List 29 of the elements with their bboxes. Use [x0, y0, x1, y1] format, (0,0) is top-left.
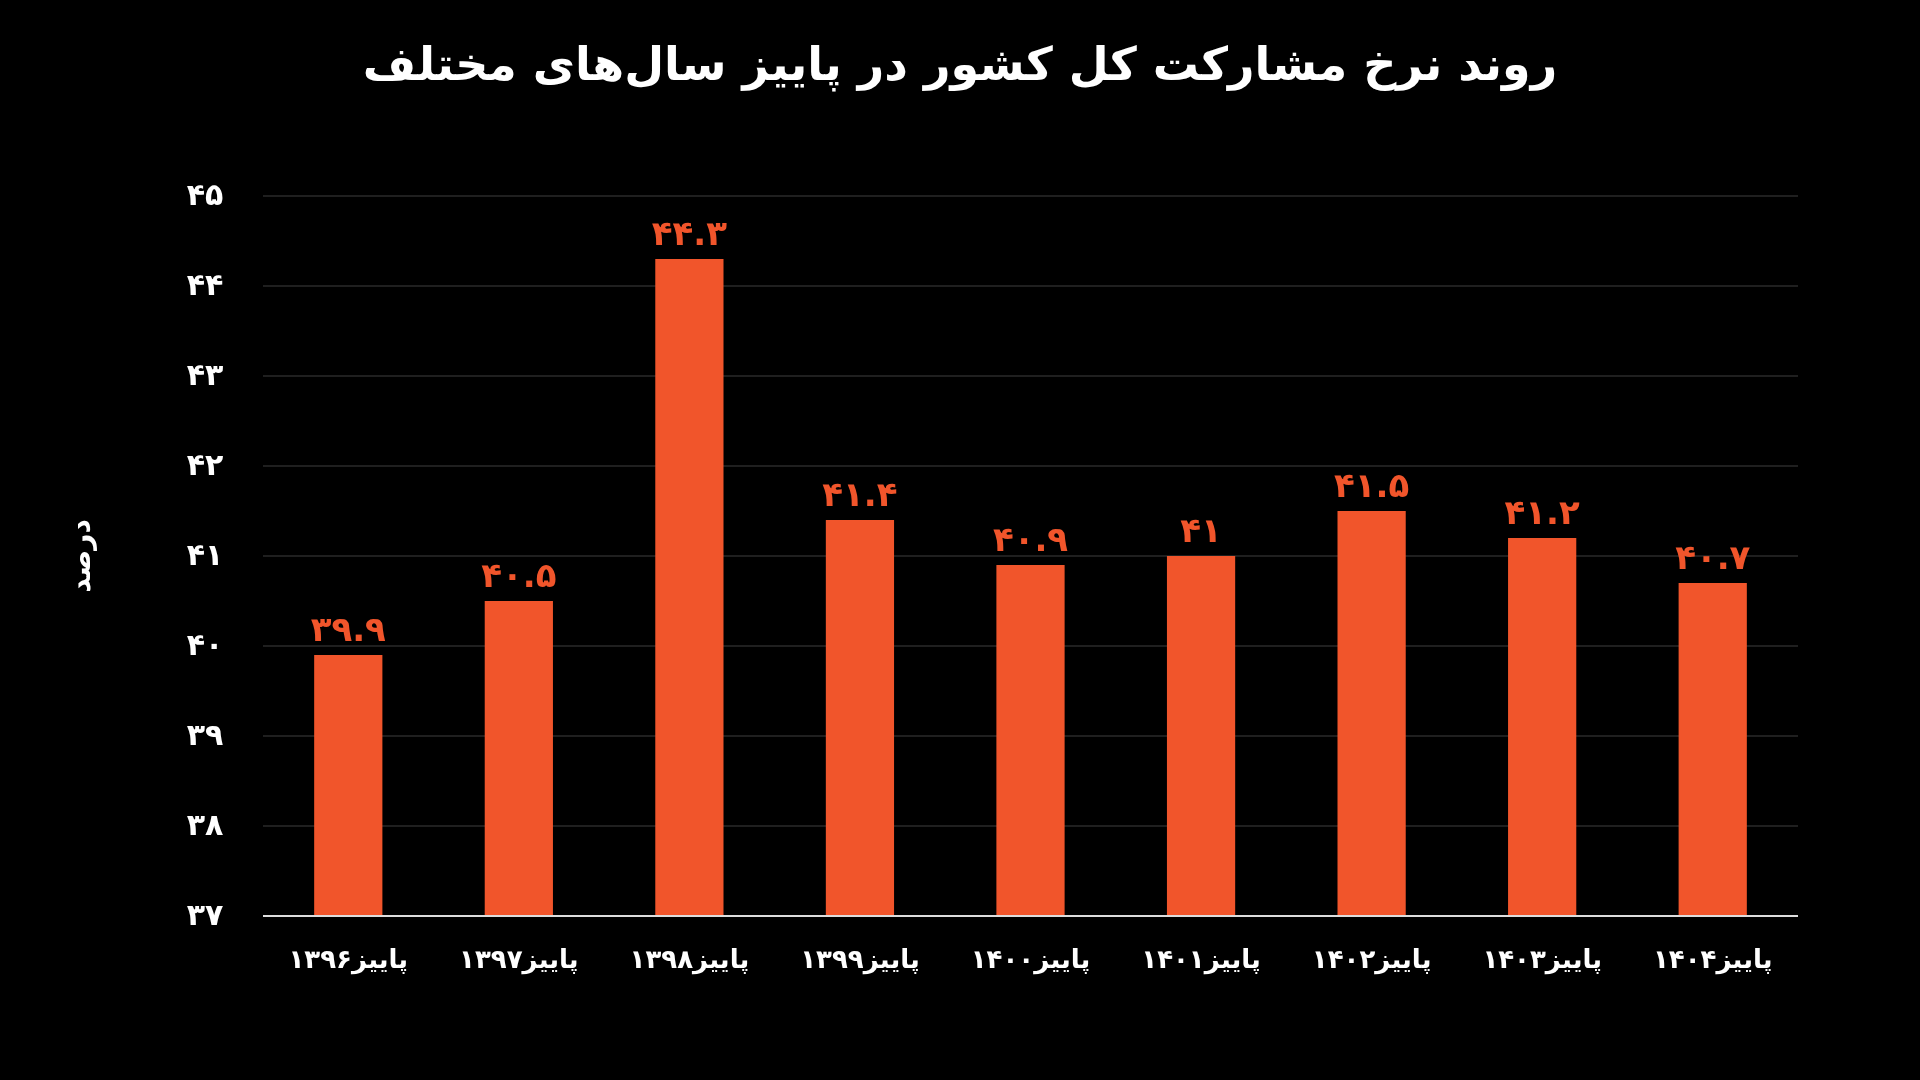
x-tick-label: پاییز۱۴۰۴: [1652, 944, 1773, 975]
data-label: ۴۴.۳: [651, 213, 728, 253]
chart-title: روند نرخ مشارکت کل کشور در پاییز سال‌های مختلف: [362, 37, 1558, 92]
x-tick-label: پاییز۱۴۰۲: [1311, 944, 1432, 975]
data-label: ۴۱.۴: [822, 474, 898, 514]
x-tick-label: پاییز۱۴۰۳: [1482, 944, 1602, 975]
y-tick-label: ۴۰: [186, 626, 224, 662]
x-tick-label: پاییز۱۳۹۸: [629, 944, 750, 975]
y-tick-label: ۴۱: [186, 536, 224, 572]
y-tick-label: ۳۹: [186, 716, 224, 752]
data-label: ۴۱.۲: [1504, 492, 1580, 532]
y-tick-label: ۴۲: [186, 446, 224, 482]
x-tick-label: پاییز۱۳۹۶: [288, 944, 409, 975]
y-tick-label: ۴۳: [186, 356, 224, 392]
x-tick-label: پاییز۱۳۹۹: [800, 944, 920, 975]
x-tick-label: پاییز۱۴۰۰: [970, 944, 1091, 975]
y-tick-label: ۴۵: [186, 176, 224, 212]
x-tick-label: پاییز۱۳۹۷: [459, 944, 579, 975]
y-tick-label: ۴۴: [186, 266, 224, 302]
data-label: ۴۰.۷: [1675, 537, 1751, 577]
data-label: ۴۰.۹: [992, 519, 1069, 559]
y-tick-label: ۳۷: [186, 896, 224, 932]
data-label: ۴۱.۵: [1334, 465, 1410, 505]
y-axis-title: درصد: [64, 519, 97, 593]
x-tick-label: پاییز۱۴۰۱: [1141, 944, 1261, 975]
data-label: ۳۹.۹: [310, 609, 387, 649]
data-label: ۴۰.۵: [481, 555, 557, 595]
data-label: ۴۱: [1180, 510, 1222, 550]
y-tick-label: ۳۸: [186, 806, 224, 842]
